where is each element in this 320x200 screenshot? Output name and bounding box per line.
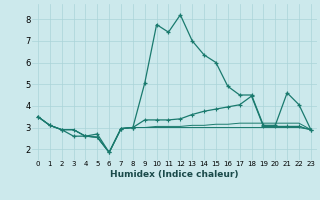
X-axis label: Humidex (Indice chaleur): Humidex (Indice chaleur)	[110, 170, 239, 179]
